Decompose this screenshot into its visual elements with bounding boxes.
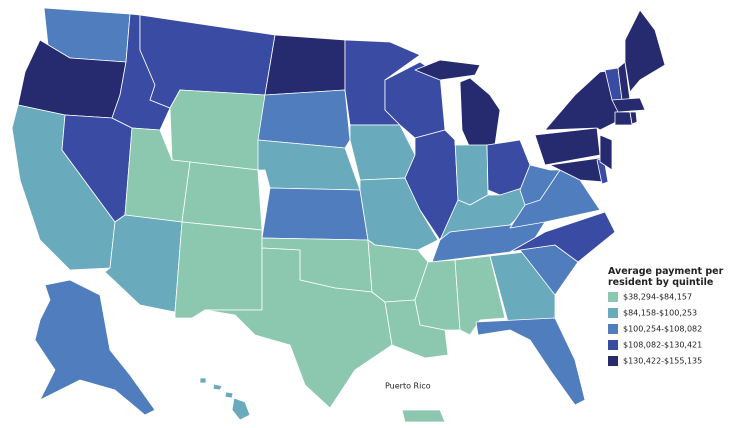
legend-label: $100,254-$108,082 [623, 325, 702, 334]
legend-label: $84,158-$100,253 [623, 309, 697, 318]
legend-label: $130,422-$155,135 [623, 357, 702, 366]
state [509, 211, 616, 263]
state [231, 397, 251, 421]
state [599, 134, 613, 171]
state [624, 9, 666, 93]
legend-swatch [608, 324, 618, 334]
legend-label: $38,294-$84,157 [623, 293, 692, 302]
state [257, 89, 351, 149]
state [431, 221, 546, 263]
legend-swatch [608, 308, 618, 318]
state [414, 59, 481, 81]
state [174, 221, 263, 319]
states [11, 7, 666, 423]
state [629, 111, 638, 125]
territory [401, 409, 446, 423]
state [349, 124, 416, 181]
state [475, 317, 586, 406]
state [199, 377, 207, 384]
state [224, 391, 234, 399]
legend-swatch [608, 292, 618, 302]
legend-swatch [608, 356, 618, 366]
legend-title: Average payment per resident by quintile [608, 266, 724, 288]
legend-swatch [608, 340, 618, 350]
state [264, 34, 346, 96]
state [212, 383, 223, 391]
state [611, 97, 646, 113]
state [34, 279, 156, 416]
legend-label: $108,082-$130,421 [623, 341, 702, 350]
state [454, 139, 489, 206]
state [169, 89, 266, 171]
state [181, 161, 263, 231]
legend: $38,294-$84,157 $84,158-$100,253 $100,254-… [608, 292, 702, 366]
territory-label: Puerto Rico [385, 382, 431, 391]
state [204, 247, 393, 409]
state [261, 187, 369, 241]
state [104, 214, 183, 313]
state [459, 77, 501, 149]
state [614, 111, 633, 126]
